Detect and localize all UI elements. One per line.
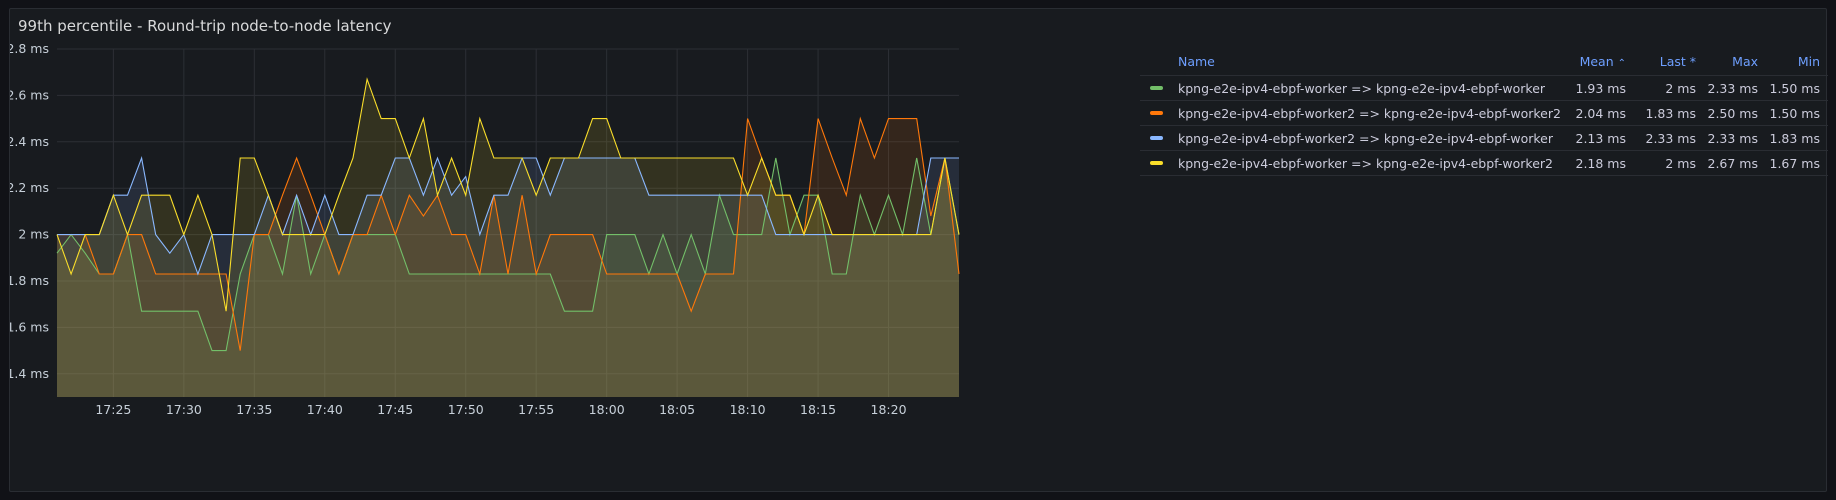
legend-row[interactable]: kpng-e2e-ipv4-ebpf-worker => kpng-e2e-ip… bbox=[1140, 76, 1828, 101]
y-tick-label: 1.8 ms bbox=[10, 273, 49, 288]
legend-header-mean-label: Mean bbox=[1579, 54, 1614, 69]
y-tick-label: 2.4 ms bbox=[10, 134, 49, 149]
legend-last: 2.33 ms bbox=[1645, 131, 1697, 146]
legend-row[interactable]: kpng-e2e-ipv4-ebpf-worker => kpng-e2e-ip… bbox=[1140, 151, 1828, 176]
series-color-swatch bbox=[1150, 136, 1163, 140]
legend-max: 2.67 ms bbox=[1707, 156, 1759, 171]
legend-header: Name Mean ⌃ Last * Max Min bbox=[1140, 49, 1828, 76]
legend-table: Name Mean ⌃ Last * Max Min kpng-e2e-ipv4… bbox=[1140, 49, 1828, 176]
x-tick-label: 17:50 bbox=[448, 402, 484, 417]
legend-header-mean[interactable]: Mean ⌃ bbox=[1580, 54, 1626, 69]
x-tick-label: 18:15 bbox=[800, 402, 836, 417]
y-tick-label: 2.8 ms bbox=[10, 41, 49, 56]
x-tick-label: 17:45 bbox=[377, 402, 413, 417]
series-area bbox=[57, 79, 959, 397]
legend-series-name[interactable]: kpng-e2e-ipv4-ebpf-worker => kpng-e2e-ip… bbox=[1178, 156, 1553, 171]
legend-header-min[interactable]: Min bbox=[1797, 54, 1820, 69]
legend-min: 1.67 ms bbox=[1769, 156, 1821, 171]
x-tick-label: 17:55 bbox=[518, 402, 554, 417]
legend-max: 2.50 ms bbox=[1707, 106, 1759, 121]
legend-row[interactable]: kpng-e2e-ipv4-ebpf-worker2 => kpng-e2e-i… bbox=[1140, 126, 1828, 151]
legend-mean: 2.18 ms bbox=[1575, 156, 1627, 171]
legend-series-name[interactable]: kpng-e2e-ipv4-ebpf-worker2 => kpng-e2e-i… bbox=[1178, 106, 1561, 121]
legend-mean: 2.13 ms bbox=[1575, 131, 1627, 146]
legend-header-max[interactable]: Max bbox=[1732, 54, 1758, 69]
series-color-swatch bbox=[1150, 161, 1163, 165]
x-tick-label: 18:10 bbox=[730, 402, 766, 417]
y-tick-label: 1.6 ms bbox=[10, 319, 49, 334]
x-tick-label: 17:35 bbox=[236, 402, 272, 417]
x-tick-label: 17:40 bbox=[307, 402, 343, 417]
latency-chart[interactable]: 1.4 ms 1.6 ms 1.8 ms 2 ms 2.2 ms 2.4 ms 2.6 ms… bbox=[10, 9, 1140, 493]
legend-min: 1.50 ms bbox=[1769, 106, 1821, 121]
legend-series-name[interactable]: kpng-e2e-ipv4-ebpf-worker2 => kpng-e2e-i… bbox=[1178, 131, 1553, 146]
series-color-swatch bbox=[1150, 111, 1163, 115]
legend-mean: 2.04 ms bbox=[1575, 106, 1627, 121]
legend-last: 1.83 ms bbox=[1645, 106, 1697, 121]
legend-min: 1.83 ms bbox=[1769, 131, 1821, 146]
series-line[interactable] bbox=[57, 155, 959, 276]
panel-title[interactable]: 99th percentile - Round-trip node-to-nod… bbox=[18, 17, 392, 35]
series-area bbox=[57, 158, 959, 397]
series-area bbox=[57, 158, 959, 397]
y-tick-label: 2.2 ms bbox=[10, 180, 49, 195]
legend-last: 2 ms bbox=[1665, 81, 1696, 96]
x-tick-label: 17:30 bbox=[166, 402, 202, 417]
legend-header-last[interactable]: Last * bbox=[1659, 54, 1696, 69]
legend-max: 2.33 ms bbox=[1707, 81, 1759, 96]
series-line[interactable] bbox=[57, 116, 960, 351]
y-tick-label: 2 ms bbox=[18, 227, 49, 242]
y-tick-label: 1.4 ms bbox=[10, 366, 49, 381]
x-tick-label: 17:25 bbox=[95, 402, 131, 417]
legend-mean: 1.93 ms bbox=[1575, 81, 1627, 96]
series-line[interactable] bbox=[56, 77, 960, 312]
legend-series-name[interactable]: kpng-e2e-ipv4-ebpf-worker => kpng-e2e-ip… bbox=[1178, 81, 1546, 96]
legend-last: 2 ms bbox=[1665, 156, 1696, 171]
series-color-swatch bbox=[1150, 86, 1163, 90]
series-area bbox=[57, 118, 959, 397]
x-tick-label: 18:05 bbox=[659, 402, 695, 417]
sort-ascending-icon: ⌃ bbox=[1617, 58, 1626, 69]
legend-header-name[interactable]: Name bbox=[1178, 54, 1215, 69]
y-tick-label: 2.6 ms bbox=[10, 87, 49, 102]
x-tick-label: 18:00 bbox=[589, 402, 625, 417]
latency-panel: 99th percentile - Round-trip node-to-nod… bbox=[9, 8, 1828, 493]
legend-row[interactable]: kpng-e2e-ipv4-ebpf-worker2 => kpng-e2e-i… bbox=[1140, 101, 1828, 126]
legend-max: 2.33 ms bbox=[1707, 131, 1759, 146]
legend-min: 1.50 ms bbox=[1769, 81, 1821, 96]
x-tick-label: 18:20 bbox=[871, 402, 907, 417]
